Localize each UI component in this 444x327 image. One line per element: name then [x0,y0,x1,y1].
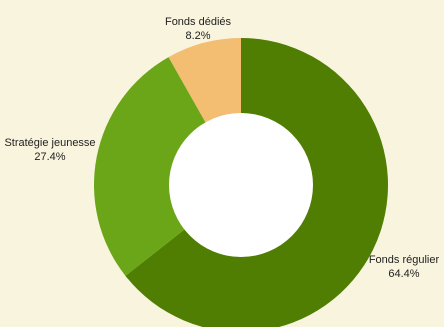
donut-hole [169,113,313,257]
slice-label-fonds-dedies: Fonds dédiés [165,16,232,28]
slice-value-fonds-dedies: 8.2% [185,30,210,42]
slice-value-fonds-regulier: 64.4% [388,268,419,280]
slice-label-strategie-jeunesse: Stratégie jeunesse [4,137,95,149]
slice-label-fonds-regulier: Fonds régulier [369,254,440,266]
slice-value-strategie-jeunesse: 27.4% [34,151,65,163]
slice-strategie-jeunesse [93,57,242,276]
